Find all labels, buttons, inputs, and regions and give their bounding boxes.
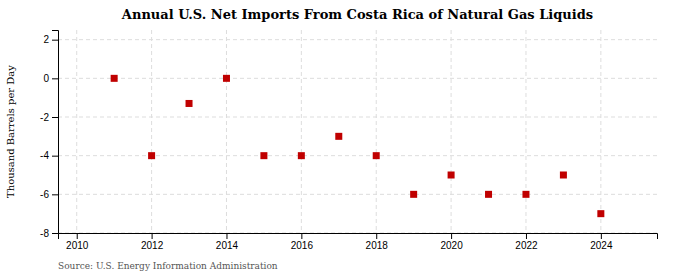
tick-label: 2 — [43, 34, 49, 45]
tick-mark — [52, 40, 58, 41]
tick-mark — [451, 233, 452, 239]
tick-label: -8 — [40, 228, 49, 239]
tick: 2010 — [66, 233, 89, 251]
grid-line — [376, 30, 377, 233]
x-axis: 2010 2012 2014 2016 2018 2020 2022 2024 — [59, 233, 658, 251]
tick: 2014 — [216, 233, 239, 251]
tick-label: 2014 — [216, 240, 239, 251]
grid-line — [301, 30, 302, 233]
point — [186, 100, 193, 107]
tick: 2020 — [440, 233, 463, 251]
point — [260, 152, 267, 159]
tick-label: 2018 — [366, 240, 389, 251]
tick-label: -4 — [40, 150, 49, 161]
grid-line — [58, 117, 657, 118]
point — [560, 172, 567, 179]
tick-mark — [52, 233, 58, 234]
point — [335, 133, 342, 140]
tick-mark — [301, 233, 302, 239]
axis-line — [52, 31, 59, 234]
tick-label: 2012 — [141, 240, 164, 251]
points — [111, 75, 605, 217]
tick: -4 — [40, 150, 58, 161]
annotation: Source: U.S. Energy Information Administ… — [58, 261, 278, 271]
tick-label: 2016 — [291, 240, 314, 251]
point — [485, 191, 492, 198]
tick-mark — [52, 194, 58, 195]
tick-mark — [52, 117, 58, 118]
tick-label: 2020 — [440, 240, 463, 251]
grid-line — [451, 30, 452, 233]
tick: 2 — [43, 34, 58, 45]
grid-line — [525, 30, 526, 233]
tick: 2012 — [141, 233, 164, 251]
chart: 2010 2012 2014 2016 2018 2020 2022 2024 -8 -6 -4 -2… — [0, 0, 675, 275]
point — [597, 210, 604, 217]
title: Annual U.S. Net Imports From Costa Rica … — [121, 7, 593, 22]
y-axis-label: Thousand Barrels per Day — [5, 65, 16, 198]
tick-mark — [77, 233, 78, 239]
plot-area: 2010 2012 2014 2016 2018 2020 2022 2024 -8 -6 -4 -2… — [40, 30, 657, 251]
grid — [58, 30, 657, 233]
grid-line — [226, 30, 227, 233]
tick: 2016 — [291, 233, 314, 251]
tick-mark — [152, 233, 153, 239]
point — [111, 75, 118, 82]
grid-line — [58, 194, 657, 195]
y-axis: -8 -6 -4 -2 0 2 — [40, 31, 58, 239]
point — [522, 191, 529, 198]
tick-label: -6 — [40, 189, 49, 200]
tick-label: 0 — [43, 73, 49, 84]
tick-mark — [601, 233, 602, 239]
grid-line — [58, 78, 657, 79]
tick: 2022 — [515, 233, 538, 251]
tick-mark — [52, 156, 58, 157]
grid-line — [600, 30, 601, 233]
tick: -6 — [40, 189, 58, 200]
tick: 2018 — [366, 233, 389, 251]
point — [148, 152, 155, 159]
tick-mark — [376, 233, 377, 239]
point — [298, 152, 305, 159]
tick-label: 2010 — [66, 240, 89, 251]
tick-mark — [226, 233, 227, 239]
tick: 0 — [43, 73, 58, 84]
tick: -8 — [40, 228, 58, 239]
point — [410, 191, 417, 198]
tick-label: 2024 — [590, 240, 613, 251]
tick-mark — [526, 233, 527, 239]
grid-line — [76, 30, 77, 233]
point — [373, 152, 380, 159]
point — [448, 172, 455, 179]
tick-label: -2 — [40, 112, 49, 123]
point — [223, 75, 230, 82]
tick: 2024 — [590, 233, 613, 251]
tick-label: 2022 — [515, 240, 538, 251]
axis-line — [59, 234, 658, 240]
grid-line — [58, 155, 657, 156]
tick-mark — [52, 78, 58, 79]
grid-line — [151, 30, 152, 233]
tick: -2 — [40, 112, 58, 123]
grid-line — [58, 39, 657, 40]
